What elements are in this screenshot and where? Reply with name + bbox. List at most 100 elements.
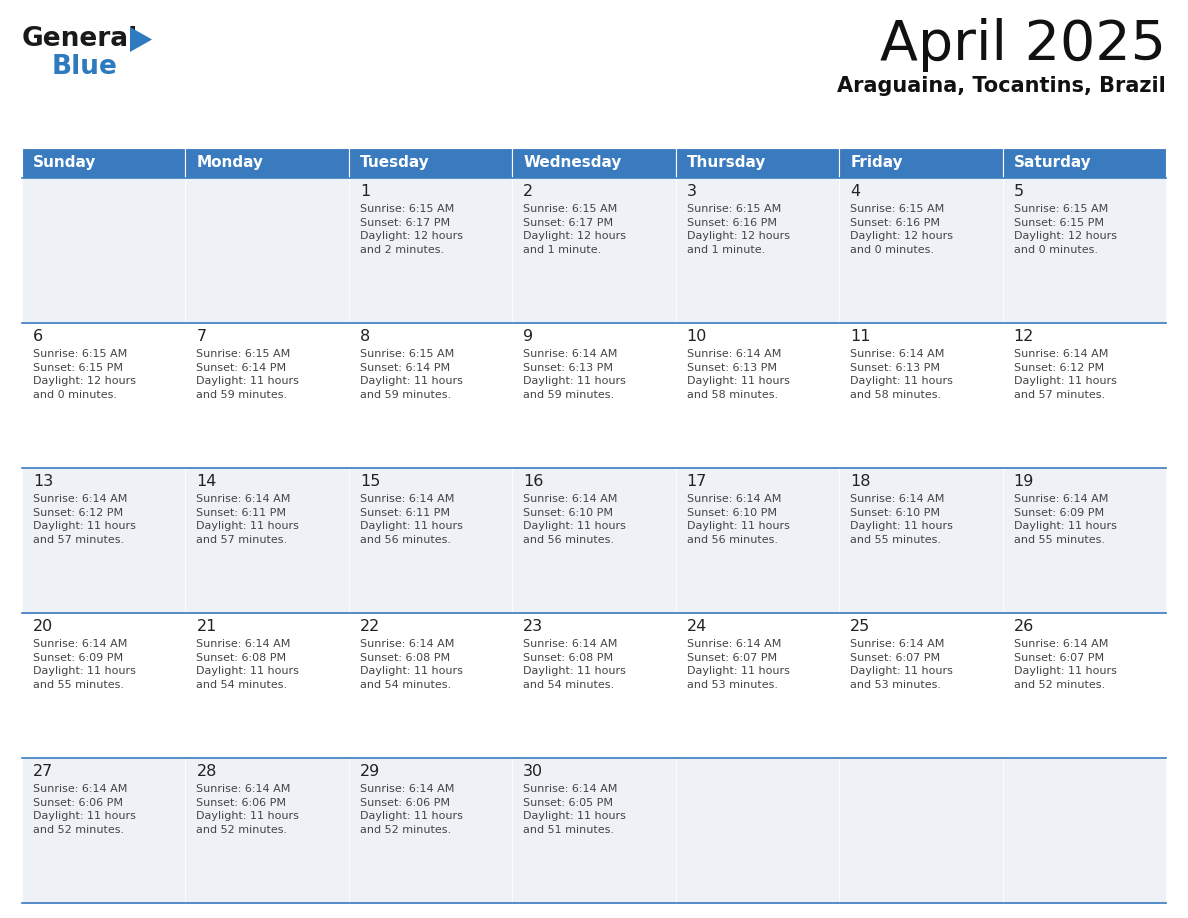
Bar	[23, 148, 185, 178]
Bar	[185, 178, 349, 323]
Bar	[185, 613, 349, 758]
Text: Sunrise: 6:14 AM
Sunset: 6:10 PM
Daylight: 11 hours
and 56 minutes.: Sunrise: 6:14 AM Sunset: 6:10 PM Dayligh…	[523, 494, 626, 544]
Text: Sunrise: 6:14 AM
Sunset: 6:10 PM
Daylight: 11 hours
and 56 minutes.: Sunrise: 6:14 AM Sunset: 6:10 PM Dayligh…	[687, 494, 790, 544]
Text: 21: 21	[196, 619, 216, 634]
Text: Saturday: Saturday	[1013, 155, 1092, 171]
Bar	[839, 468, 1003, 613]
Text: Sunrise: 6:14 AM
Sunset: 6:13 PM
Daylight: 11 hours
and 58 minutes.: Sunrise: 6:14 AM Sunset: 6:13 PM Dayligh…	[851, 349, 953, 400]
Text: 6: 6	[33, 329, 43, 344]
Bar	[839, 323, 1003, 468]
Text: 24: 24	[687, 619, 707, 634]
Bar	[349, 613, 512, 758]
Text: 7: 7	[196, 329, 207, 344]
Bar	[349, 148, 512, 178]
Text: 1: 1	[360, 184, 371, 199]
Bar	[839, 758, 1003, 903]
Text: 30: 30	[523, 764, 543, 779]
Text: Blue: Blue	[52, 54, 118, 80]
Text: Sunrise: 6:14 AM
Sunset: 6:09 PM
Daylight: 11 hours
and 55 minutes.: Sunrise: 6:14 AM Sunset: 6:09 PM Dayligh…	[1013, 494, 1117, 544]
Text: 23: 23	[523, 619, 543, 634]
Text: 13: 13	[33, 474, 53, 489]
Text: Thursday: Thursday	[687, 155, 766, 171]
Text: Sunrise: 6:14 AM
Sunset: 6:07 PM
Daylight: 11 hours
and 52 minutes.: Sunrise: 6:14 AM Sunset: 6:07 PM Dayligh…	[1013, 639, 1117, 689]
Text: Sunrise: 6:15 AM
Sunset: 6:17 PM
Daylight: 12 hours
and 2 minutes.: Sunrise: 6:15 AM Sunset: 6:17 PM Dayligh…	[360, 204, 463, 255]
Text: 9: 9	[523, 329, 533, 344]
Text: 18: 18	[851, 474, 871, 489]
Bar	[23, 613, 185, 758]
Text: Sunrise: 6:14 AM
Sunset: 6:12 PM
Daylight: 11 hours
and 57 minutes.: Sunrise: 6:14 AM Sunset: 6:12 PM Dayligh…	[33, 494, 135, 544]
Text: Sunrise: 6:15 AM
Sunset: 6:15 PM
Daylight: 12 hours
and 0 minutes.: Sunrise: 6:15 AM Sunset: 6:15 PM Dayligh…	[1013, 204, 1117, 255]
Text: Sunrise: 6:14 AM
Sunset: 6:07 PM
Daylight: 11 hours
and 53 minutes.: Sunrise: 6:14 AM Sunset: 6:07 PM Dayligh…	[851, 639, 953, 689]
Text: Wednesday: Wednesday	[523, 155, 621, 171]
Bar	[1003, 178, 1165, 323]
Bar	[1003, 323, 1165, 468]
Text: 17: 17	[687, 474, 707, 489]
Text: Sunrise: 6:15 AM
Sunset: 6:16 PM
Daylight: 12 hours
and 1 minute.: Sunrise: 6:15 AM Sunset: 6:16 PM Dayligh…	[687, 204, 790, 255]
Text: 15: 15	[360, 474, 380, 489]
Bar	[23, 178, 185, 323]
Text: Sunrise: 6:14 AM
Sunset: 6:11 PM
Daylight: 11 hours
and 57 minutes.: Sunrise: 6:14 AM Sunset: 6:11 PM Dayligh…	[196, 494, 299, 544]
Text: Sunrise: 6:14 AM
Sunset: 6:07 PM
Daylight: 11 hours
and 53 minutes.: Sunrise: 6:14 AM Sunset: 6:07 PM Dayligh…	[687, 639, 790, 689]
Text: 19: 19	[1013, 474, 1034, 489]
Text: Sunrise: 6:14 AM
Sunset: 6:06 PM
Daylight: 11 hours
and 52 minutes.: Sunrise: 6:14 AM Sunset: 6:06 PM Dayligh…	[33, 784, 135, 834]
Bar	[185, 468, 349, 613]
Text: 27: 27	[33, 764, 53, 779]
Bar	[1003, 758, 1165, 903]
Text: Sunrise: 6:14 AM
Sunset: 6:12 PM
Daylight: 11 hours
and 57 minutes.: Sunrise: 6:14 AM Sunset: 6:12 PM Dayligh…	[1013, 349, 1117, 400]
Text: Sunrise: 6:15 AM
Sunset: 6:14 PM
Daylight: 11 hours
and 59 minutes.: Sunrise: 6:15 AM Sunset: 6:14 PM Dayligh…	[360, 349, 463, 400]
Text: April 2025: April 2025	[880, 18, 1165, 72]
Bar	[676, 323, 839, 468]
Text: 29: 29	[360, 764, 380, 779]
Text: Monday: Monday	[196, 155, 264, 171]
Text: Sunrise: 6:14 AM
Sunset: 6:08 PM
Daylight: 11 hours
and 54 minutes.: Sunrise: 6:14 AM Sunset: 6:08 PM Dayligh…	[196, 639, 299, 689]
Bar	[23, 468, 185, 613]
Bar	[676, 758, 839, 903]
Text: Sunrise: 6:14 AM
Sunset: 6:06 PM
Daylight: 11 hours
and 52 minutes.: Sunrise: 6:14 AM Sunset: 6:06 PM Dayligh…	[360, 784, 463, 834]
Bar	[349, 323, 512, 468]
Bar	[512, 613, 676, 758]
Bar	[1003, 148, 1165, 178]
Text: Sunrise: 6:15 AM
Sunset: 6:15 PM
Daylight: 12 hours
and 0 minutes.: Sunrise: 6:15 AM Sunset: 6:15 PM Dayligh…	[33, 349, 135, 400]
Bar	[1003, 468, 1165, 613]
Text: Sunrise: 6:14 AM
Sunset: 6:13 PM
Daylight: 11 hours
and 58 minutes.: Sunrise: 6:14 AM Sunset: 6:13 PM Dayligh…	[687, 349, 790, 400]
Text: Sunrise: 6:14 AM
Sunset: 6:08 PM
Daylight: 11 hours
and 54 minutes.: Sunrise: 6:14 AM Sunset: 6:08 PM Dayligh…	[523, 639, 626, 689]
Bar	[512, 758, 676, 903]
Bar	[676, 613, 839, 758]
Bar	[23, 758, 185, 903]
Text: 14: 14	[196, 474, 216, 489]
Text: 10: 10	[687, 329, 707, 344]
Bar	[839, 613, 1003, 758]
Bar	[349, 468, 512, 613]
Polygon shape	[129, 27, 152, 52]
Text: Sunrise: 6:14 AM
Sunset: 6:10 PM
Daylight: 11 hours
and 55 minutes.: Sunrise: 6:14 AM Sunset: 6:10 PM Dayligh…	[851, 494, 953, 544]
Text: 12: 12	[1013, 329, 1034, 344]
Text: 8: 8	[360, 329, 371, 344]
Text: Tuesday: Tuesday	[360, 155, 430, 171]
Text: Sunrise: 6:15 AM
Sunset: 6:17 PM
Daylight: 12 hours
and 1 minute.: Sunrise: 6:15 AM Sunset: 6:17 PM Dayligh…	[523, 204, 626, 255]
Text: 3: 3	[687, 184, 696, 199]
Bar	[512, 178, 676, 323]
Text: 2: 2	[523, 184, 533, 199]
Text: 25: 25	[851, 619, 871, 634]
Text: Araguaina, Tocantins, Brazil: Araguaina, Tocantins, Brazil	[838, 76, 1165, 96]
Text: 11: 11	[851, 329, 871, 344]
Bar	[1003, 613, 1165, 758]
Bar	[676, 178, 839, 323]
Text: 4: 4	[851, 184, 860, 199]
Bar	[676, 468, 839, 613]
Bar	[512, 148, 676, 178]
Text: Sunrise: 6:14 AM
Sunset: 6:05 PM
Daylight: 11 hours
and 51 minutes.: Sunrise: 6:14 AM Sunset: 6:05 PM Dayligh…	[523, 784, 626, 834]
Text: Sunrise: 6:14 AM
Sunset: 6:06 PM
Daylight: 11 hours
and 52 minutes.: Sunrise: 6:14 AM Sunset: 6:06 PM Dayligh…	[196, 784, 299, 834]
Bar	[185, 323, 349, 468]
Text: Sunday: Sunday	[33, 155, 96, 171]
Text: 16: 16	[523, 474, 544, 489]
Text: 5: 5	[1013, 184, 1024, 199]
Bar	[839, 178, 1003, 323]
Bar	[349, 758, 512, 903]
Bar	[512, 323, 676, 468]
Text: Sunrise: 6:14 AM
Sunset: 6:11 PM
Daylight: 11 hours
and 56 minutes.: Sunrise: 6:14 AM Sunset: 6:11 PM Dayligh…	[360, 494, 463, 544]
Text: General: General	[23, 26, 138, 52]
Text: Friday: Friday	[851, 155, 903, 171]
Text: Sunrise: 6:15 AM
Sunset: 6:16 PM
Daylight: 12 hours
and 0 minutes.: Sunrise: 6:15 AM Sunset: 6:16 PM Dayligh…	[851, 204, 953, 255]
Bar	[676, 148, 839, 178]
